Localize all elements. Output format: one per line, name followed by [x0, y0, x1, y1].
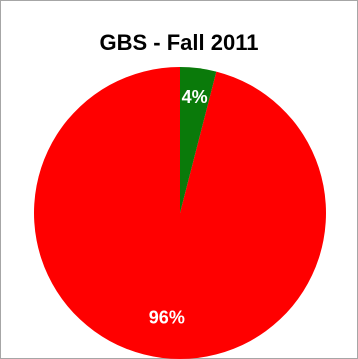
pie-label-4: 4%: [182, 87, 208, 107]
pie-slices: [34, 67, 327, 359]
pie-slice-96: [34, 67, 327, 359]
pie-labels: 96% 4%: [149, 87, 208, 327]
pie-label-96: 96%: [149, 307, 185, 327]
chart-title: GBS - Fall 2011: [99, 30, 259, 55]
pie-slice-4: [180, 67, 217, 213]
